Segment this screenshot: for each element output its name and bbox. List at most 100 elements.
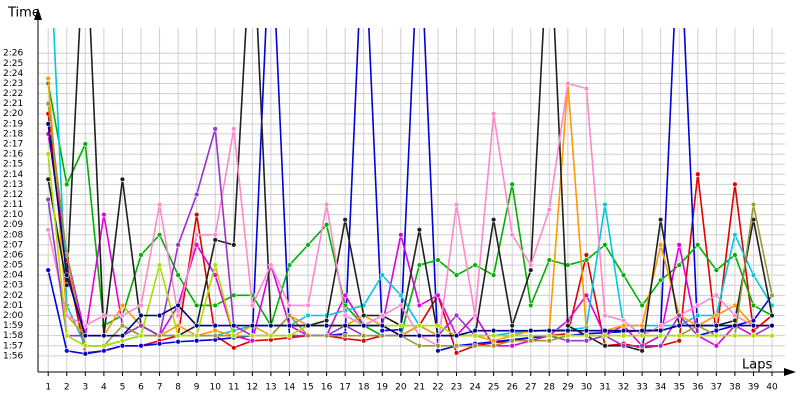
point — [509, 343, 515, 349]
point — [416, 262, 423, 268]
point — [342, 332, 348, 339]
point — [305, 302, 311, 309]
point — [64, 282, 70, 288]
point — [695, 312, 701, 319]
x-tick-label: 14 — [284, 383, 296, 393]
y-tick-label: 1:59 — [3, 321, 23, 331]
point — [546, 327, 553, 334]
point — [45, 121, 51, 127]
point — [750, 317, 757, 324]
x-tick-label: 9 — [194, 383, 200, 393]
point — [639, 322, 645, 329]
point — [453, 312, 460, 319]
x-tick-label: 24 — [469, 383, 481, 393]
point — [657, 343, 664, 349]
point — [509, 327, 515, 334]
point — [565, 332, 571, 339]
point — [769, 292, 775, 299]
point — [231, 322, 237, 329]
y-tick-label: 1:56 — [3, 351, 23, 361]
point — [750, 272, 757, 278]
x-axis-arrow — [784, 368, 796, 376]
point — [435, 292, 441, 299]
point — [101, 211, 107, 218]
point — [602, 242, 608, 248]
point — [713, 322, 720, 329]
y-tick-label: 2:24 — [3, 69, 23, 79]
point — [249, 338, 256, 344]
x-tick-label: 28 — [544, 383, 556, 393]
point — [583, 327, 590, 334]
point — [379, 327, 385, 334]
point — [398, 292, 404, 299]
point — [231, 292, 237, 299]
point — [45, 100, 51, 107]
point — [546, 338, 553, 344]
point — [64, 272, 70, 278]
point — [379, 272, 385, 278]
point — [713, 292, 720, 299]
point — [695, 302, 701, 309]
y-tick-label: 2:09 — [3, 220, 23, 230]
point — [231, 242, 237, 248]
point — [398, 232, 404, 238]
x-tick-label: 11 — [228, 383, 239, 393]
point — [361, 322, 367, 329]
point — [231, 332, 237, 339]
point — [695, 322, 701, 329]
point — [453, 350, 460, 356]
y-tick-label: 2:26 — [3, 49, 23, 59]
y-tick-label: 2:12 — [3, 190, 23, 200]
x-tick-label: 18 — [358, 383, 370, 393]
point — [490, 343, 497, 349]
point — [193, 338, 200, 344]
point — [305, 332, 311, 339]
point — [101, 348, 107, 354]
point — [546, 257, 553, 263]
point — [138, 312, 144, 319]
point — [193, 322, 200, 329]
point — [435, 322, 441, 329]
point — [361, 332, 367, 339]
point — [416, 343, 423, 349]
point — [528, 338, 534, 344]
point — [732, 252, 738, 258]
x-tick-label: 21 — [414, 383, 425, 393]
x-tick-label: 22 — [432, 383, 443, 393]
point — [379, 312, 385, 319]
point — [398, 302, 404, 309]
y-tick-label: 2:21 — [3, 99, 23, 109]
point — [119, 343, 126, 349]
plot — [45, 28, 775, 357]
y-tick-label: 1:57 — [3, 341, 23, 351]
point — [64, 332, 70, 339]
point — [138, 343, 144, 349]
point — [175, 332, 181, 339]
point — [231, 345, 237, 351]
point — [119, 332, 126, 339]
point — [156, 341, 163, 347]
point — [453, 343, 460, 349]
point — [175, 312, 181, 319]
point — [416, 227, 423, 233]
y-tick-label: 2:22 — [3, 89, 23, 99]
point — [602, 312, 608, 319]
point — [565, 338, 571, 344]
x-tick-label: 15 — [302, 383, 313, 393]
point — [657, 327, 664, 334]
x-tick-label: 7 — [157, 383, 163, 393]
x-tick-label: 4 — [101, 383, 107, 393]
point — [398, 332, 404, 339]
point — [676, 312, 682, 319]
y-tick-label: 2:07 — [3, 240, 23, 250]
point — [639, 348, 645, 354]
x-tick-label: 5 — [120, 383, 126, 393]
series-line — [47, 83, 773, 337]
point — [45, 75, 51, 82]
point — [565, 80, 571, 87]
y-tick-label: 2:11 — [3, 200, 23, 210]
point — [305, 312, 311, 319]
point — [490, 338, 497, 344]
point — [286, 332, 293, 339]
y-axis-title: Time — [7, 6, 40, 21]
